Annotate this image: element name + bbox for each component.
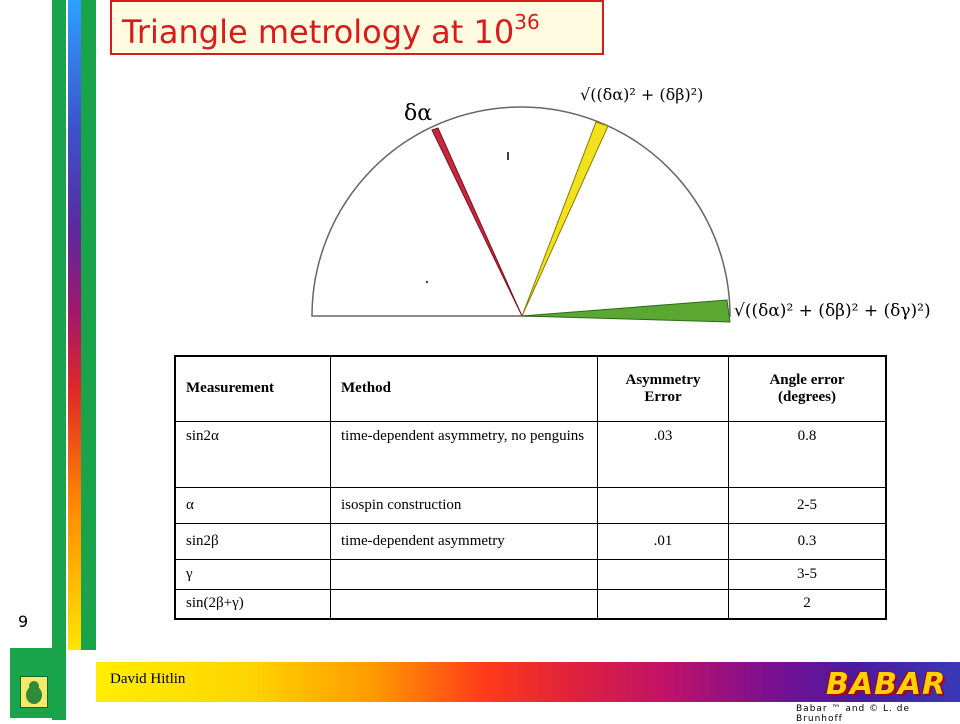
slide-number: 9 bbox=[18, 612, 29, 631]
dot-mark bbox=[425, 280, 429, 284]
copyright-text: Babar ™ and © L. de Brunhoff bbox=[796, 704, 910, 724]
cell-method: time-dependent asymmetry, no penguins bbox=[330, 420, 598, 488]
left-stripe-green-2 bbox=[81, 0, 96, 650]
babar-logo: BABAR bbox=[826, 667, 947, 702]
cell-method bbox=[330, 588, 598, 620]
cell-method: time-dependent asymmetry bbox=[330, 522, 598, 560]
header-angle-error: Angle error (degrees) bbox=[728, 355, 887, 422]
cell-angle: 3-5 bbox=[728, 558, 887, 590]
label-delta-alpha: δα bbox=[404, 101, 432, 126]
table-row: α isospin construction 2-5 bbox=[174, 486, 887, 524]
mascot-icon bbox=[20, 676, 48, 708]
cell-measurement: sin2β bbox=[174, 522, 331, 560]
table-row: sin2β time-dependent asymmetry .01 0.3 bbox=[174, 522, 887, 560]
label-gamma-error: √((δα)² + (δβ)² + (δγ)²) bbox=[734, 301, 931, 321]
cell-asym bbox=[597, 588, 729, 620]
cell-asym bbox=[597, 486, 729, 524]
cell-angle: 2-5 bbox=[728, 486, 887, 524]
alpha-wedge bbox=[431, 127, 523, 317]
cell-method bbox=[330, 558, 598, 590]
footer-gradient-band bbox=[96, 662, 960, 702]
cell-measurement: sin2α bbox=[174, 420, 331, 488]
header-asymmetry-error: Asymmetry Error bbox=[597, 355, 729, 422]
left-stripe-gradient bbox=[68, 0, 81, 650]
semicircle-outline bbox=[311, 106, 731, 317]
left-stripe-white bbox=[66, 0, 68, 720]
cell-angle: 2 bbox=[728, 588, 887, 620]
title-box: Triangle metrology at 1036 bbox=[110, 0, 604, 55]
measurement-table: Measurement Method Asymmetry Error Angle… bbox=[174, 355, 887, 620]
cell-angle: 0.3 bbox=[728, 522, 887, 560]
cell-angle: 0.8 bbox=[728, 420, 887, 488]
table-header-row: Measurement Method Asymmetry Error Angle… bbox=[174, 355, 887, 422]
cell-asym: .01 bbox=[597, 522, 729, 560]
left-stripe-green bbox=[52, 0, 68, 720]
cell-method: isospin construction bbox=[330, 486, 598, 524]
table-row: γ 3-5 bbox=[174, 558, 887, 590]
slide-title: Triangle metrology at 1036 bbox=[122, 10, 540, 51]
label-beta-error: √((δα)² + (δβ)²) bbox=[580, 85, 703, 104]
cell-measurement: sin(2β+γ) bbox=[174, 588, 331, 620]
footer-author: David Hitlin bbox=[110, 671, 186, 687]
cell-measurement: α bbox=[174, 486, 331, 524]
header-measurement: Measurement bbox=[174, 355, 331, 422]
cell-asym bbox=[597, 558, 729, 590]
gamma-wedge bbox=[521, 299, 731, 323]
beta-wedge bbox=[521, 121, 609, 317]
table-row: sin(2β+γ) 2 bbox=[174, 588, 887, 620]
cell-asym: .03 bbox=[597, 420, 729, 488]
table-row: sin2α time-dependent asymmetry, no pengu… bbox=[174, 420, 887, 488]
header-method: Method bbox=[330, 355, 598, 422]
title-exponent: 36 bbox=[514, 10, 540, 34]
cell-measurement: γ bbox=[174, 558, 331, 590]
